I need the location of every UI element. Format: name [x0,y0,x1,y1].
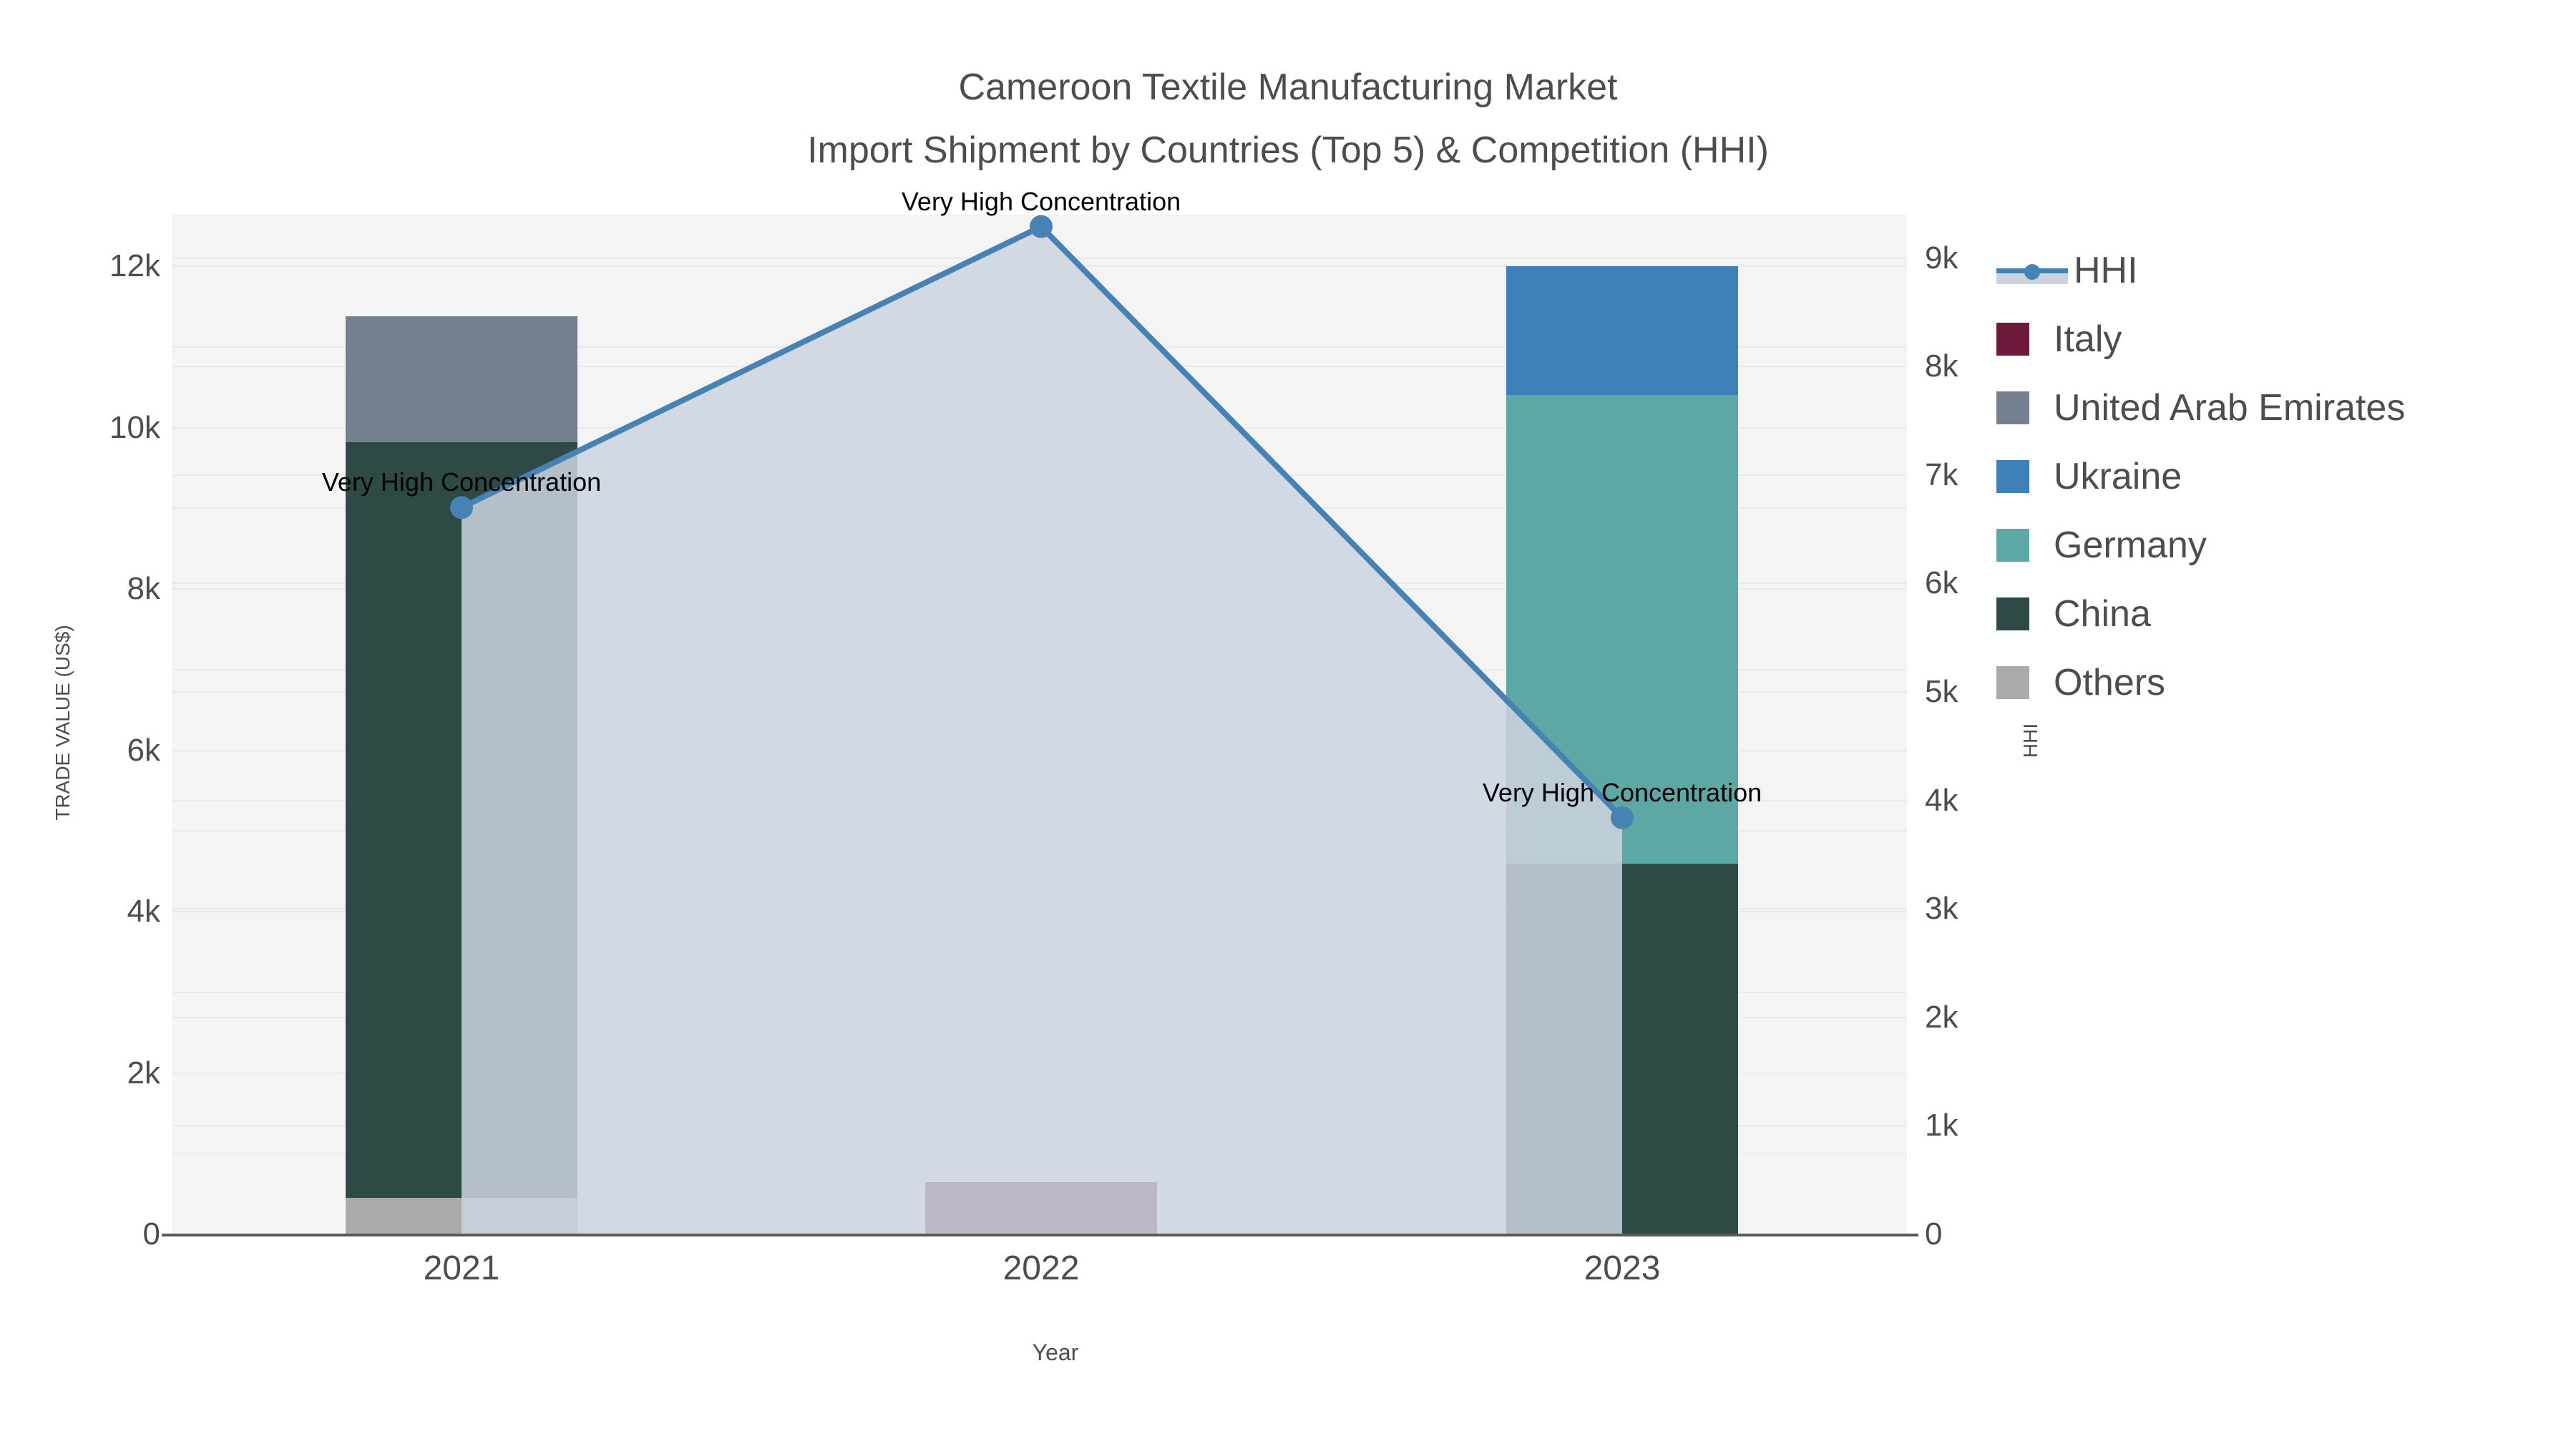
legend-color-swatch [1996,529,2029,562]
y-axis-right-tick-label: 5k [1925,674,1958,710]
legend-item-label: Germany [2054,525,2207,566]
x-axis-tick-label[interactable]: 2022 [1002,1249,1080,1287]
y-axis-right-label: HHI [2019,723,2041,758]
hhi-data-point[interactable]: 2022 HHI: 9290 [1030,215,1053,238]
legend-item[interactable]: Others [1996,648,2405,717]
y-axis-left-label: TRADE VALUE (US$) [52,625,74,821]
y-axis-right-tick-label: 1k [1925,1108,1958,1143]
legend-color-swatch [1996,666,2029,699]
y-axis-left-tick-label: 12k [109,248,160,283]
legend-item[interactable]: Italy [1996,305,2405,374]
y-axis-right-tick-label: 6k [1925,565,1958,601]
y-axis-left-tick-label: 10k [109,409,160,445]
y-axis-left-tick-label: 0 [142,1216,160,1252]
legend-item[interactable]: Ukraine [1996,442,2405,511]
y-axis-left-tick-label: 8k [127,571,160,606]
legend-item-label: United Arab Emirates [2054,387,2406,429]
y-axis-right-tick-label: 9k [1925,240,1958,275]
chart-title-line-2: Import Shipment by Countries (Top 5) & C… [807,130,1769,171]
legend-color-swatch [1996,597,2029,630]
y-axis-right-tick-label: 0 [1925,1216,1943,1252]
y-axis-right-tick-label: 2k [1925,999,1958,1035]
legend-color-swatch [1996,323,2029,356]
legend-item-label: China [2054,593,2151,635]
y-axis-left-stub [162,1234,173,1236]
hhi-annotation: Very High Concentration [321,467,602,497]
x-axis-tick-label[interactable]: 2023 [1584,1249,1661,1287]
legend-item[interactable]: HHI [1996,236,2405,305]
legend-line-dot [2024,264,2040,280]
legend-item[interactable]: China [1996,580,2405,648]
hhi-annotation: Very High Concentration [1482,777,1762,807]
hhi-data-point[interactable]: 2021 HHI: 6700 [450,496,473,519]
bar-segment [1506,266,1738,396]
y-axis-left-tick-label: 4k [127,894,160,929]
chart-title-line-1: Cameroon Textile Manufacturing Market [958,67,1618,108]
y-axis-right-tick-label: 4k [1925,782,1958,818]
legend-item-label: Ukraine [2054,456,2182,497]
chart-legend: HHI Italy United Arab Emirates Ukraine Germa… [1996,236,2405,717]
legend-color-swatch [1996,460,2029,493]
y-axis-right-stub [1907,1234,1918,1236]
y-axis-right-tick-label: 7k [1925,457,1958,492]
y-axis-left-tick-label: 6k [127,732,160,768]
legend-item[interactable]: Germany [1996,511,2405,580]
bar-segment [346,316,577,443]
hhi-annotation: Very High Concentration [901,186,1181,216]
legend-color-swatch [1996,391,2029,424]
legend-item[interactable]: United Arab Emirates [1996,374,2405,442]
hhi-data-point[interactable]: 2023 HHI: 3840 [1611,806,1634,829]
y-axis-right-tick-label: 3k [1925,891,1958,927]
chart-title: Cameroon Textile Manufacturing Market Im… [0,56,2576,182]
legend-line-icon [1996,254,2068,287]
legend-item-label: Italy [2054,318,2122,360]
x-axis-label: Year [1032,1340,1079,1365]
x-axis-tick-label[interactable]: 2021 [423,1249,500,1287]
legend-item-label: HHI [2074,250,2138,291]
y-axis-right-tick-label: 8k [1925,348,1958,384]
y-axis-left-tick-label: 2k [127,1055,160,1091]
legend-item-label: Others [2054,662,2166,703]
x-axis-line [172,1234,1907,1236]
hhi-area-fill [462,226,1622,1234]
